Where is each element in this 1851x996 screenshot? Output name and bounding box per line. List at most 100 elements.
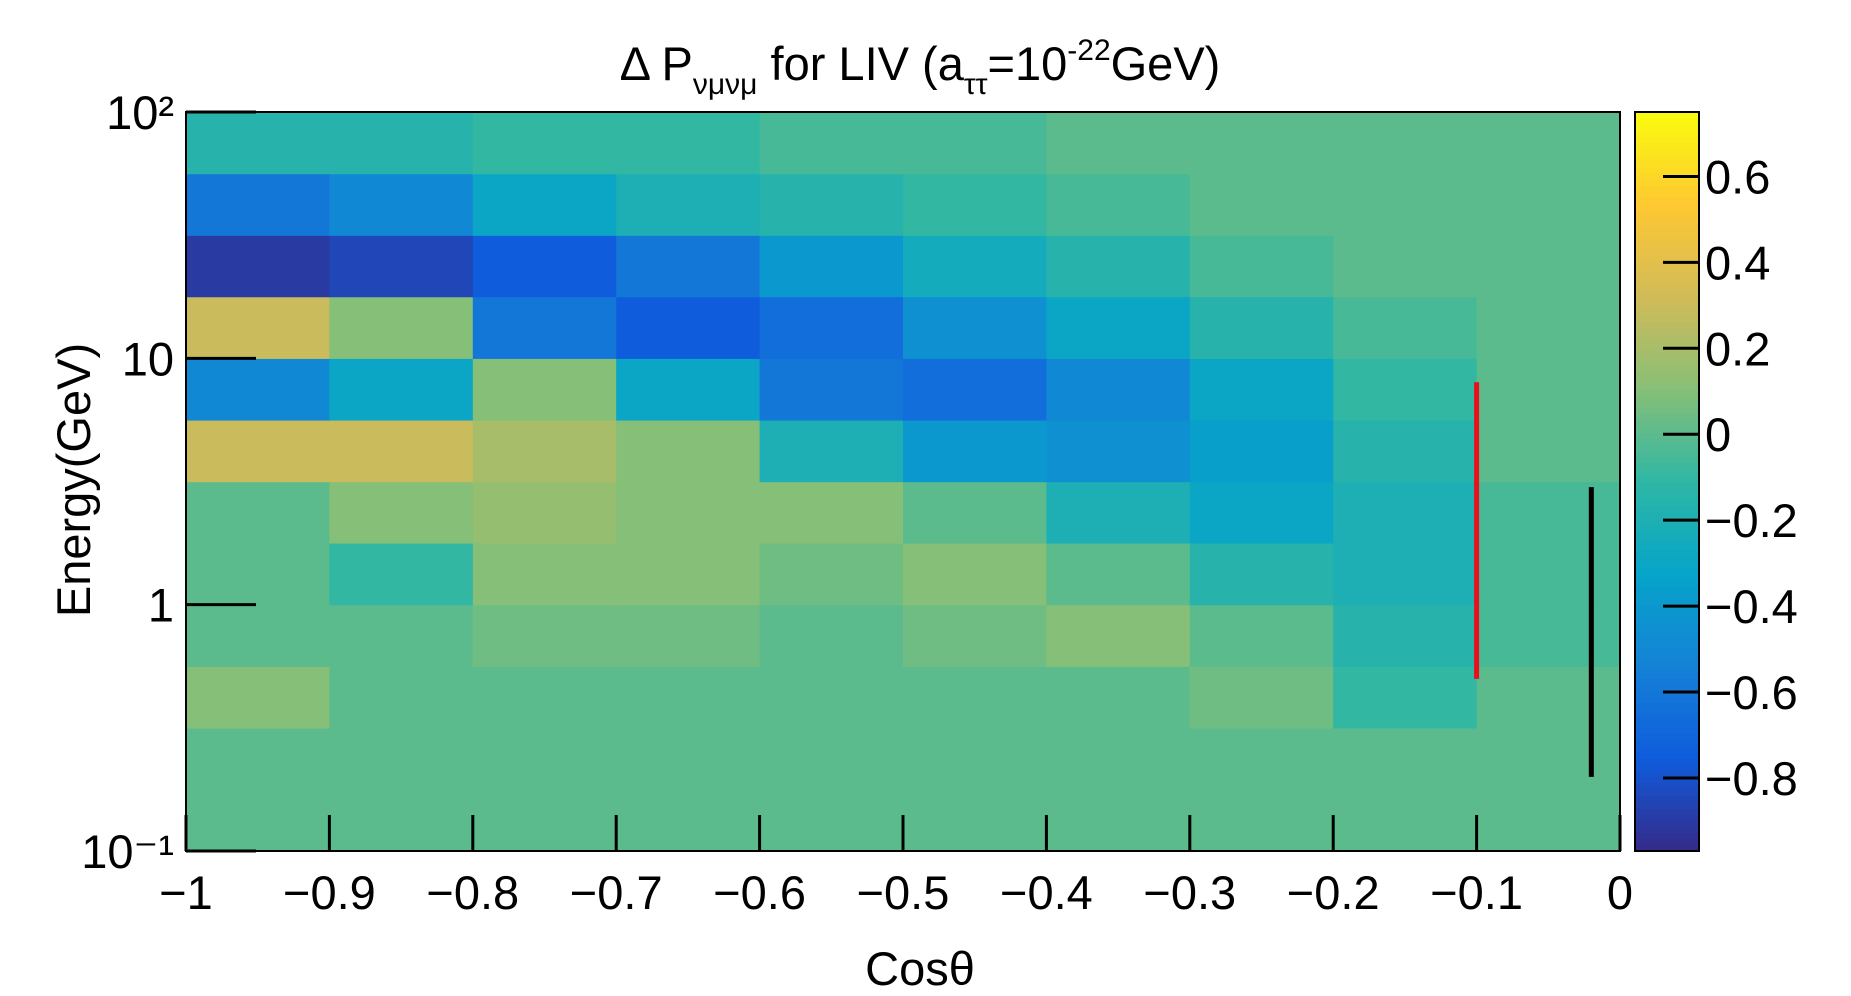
colorbar-segment xyxy=(1635,124,1699,132)
colorbar-segment xyxy=(1635,161,1699,169)
colorbar-segment xyxy=(1635,155,1699,162)
heatmap-cell xyxy=(1476,666,1621,729)
heatmap-cell xyxy=(1189,173,1334,236)
heatmap-cell xyxy=(1189,235,1334,298)
colorbar-segment xyxy=(1635,832,1699,840)
x-tick-label: 0 xyxy=(1607,866,1633,919)
heatmap-cell xyxy=(329,235,474,298)
colorbar-segment xyxy=(1635,678,1699,686)
heatmap-cell xyxy=(186,358,330,421)
heatmap-cell xyxy=(1333,481,1478,544)
colorbar-segment xyxy=(1635,296,1699,304)
x-tick-label: −0.2 xyxy=(1287,866,1380,919)
title-part: Δ P xyxy=(620,37,693,90)
heatmap-cell xyxy=(759,666,904,729)
colorbar-tick-label: −0.2 xyxy=(1705,494,1798,547)
title-part: -22 xyxy=(1067,34,1110,67)
heatmap-cell xyxy=(616,666,761,729)
title-part: νμνμ xyxy=(693,68,758,101)
heatmap-cell xyxy=(1189,604,1334,667)
colorbar-tick-label: −0.4 xyxy=(1705,580,1798,633)
colorbar-segment xyxy=(1635,235,1699,242)
colorbar-segment xyxy=(1635,506,1699,513)
heatmap-cell xyxy=(1333,296,1478,359)
heatmap-cell xyxy=(329,542,474,606)
colorbar-tick-label: 0.4 xyxy=(1705,236,1770,289)
colorbar-segment xyxy=(1635,253,1699,261)
heatmap-cell xyxy=(186,666,330,729)
heatmap-cell xyxy=(472,604,617,667)
x-tick-label: −0.7 xyxy=(570,866,663,919)
heatmap-cell xyxy=(1476,789,1621,852)
heatmap-cell xyxy=(472,296,617,359)
heatmap-cell xyxy=(1333,542,1478,606)
colorbar-segment xyxy=(1635,604,1699,612)
colorbar-segment xyxy=(1635,229,1699,236)
y-tick-label: 10² xyxy=(106,86,174,139)
colorbar-segment xyxy=(1635,672,1699,680)
colorbar-segment xyxy=(1635,499,1699,507)
heatmap-cell xyxy=(1046,358,1191,421)
heatmap-cell xyxy=(903,112,1047,175)
colorbar-segment xyxy=(1635,684,1699,692)
colorbar-segment xyxy=(1635,807,1699,815)
heatmap-cell xyxy=(329,666,474,729)
heatmap-cell xyxy=(472,727,617,790)
x-tick-label: −0.3 xyxy=(1143,866,1236,919)
colorbar-segment xyxy=(1635,616,1699,624)
colorbar-segment xyxy=(1635,290,1699,298)
heatmap-cell xyxy=(903,604,1047,667)
colorbar-segment xyxy=(1635,666,1699,674)
heatmap-cell xyxy=(1189,727,1334,790)
colorbar-segment xyxy=(1635,592,1699,600)
colorbar-segment xyxy=(1635,493,1699,501)
colorbar-segment xyxy=(1635,512,1699,520)
heatmap-cell xyxy=(1189,542,1334,606)
heatmap-cell xyxy=(1046,481,1191,544)
heatmap-cell xyxy=(1333,666,1478,729)
colorbar-frame xyxy=(1634,111,1700,852)
heatmap-cell xyxy=(759,112,904,175)
heatmap-cell xyxy=(903,358,1047,421)
colorbar-segment xyxy=(1635,192,1699,199)
colorbar-segment xyxy=(1635,752,1699,760)
colorbar-segment xyxy=(1635,635,1699,643)
heatmap-cell xyxy=(472,666,617,729)
colorbar-segment xyxy=(1635,844,1699,852)
heatmap-cell xyxy=(903,419,1047,483)
heatmap-cell xyxy=(759,789,904,852)
colorbar-segment xyxy=(1635,623,1699,630)
colorbar-segment xyxy=(1635,697,1699,704)
colorbar-segment xyxy=(1635,241,1699,249)
heatmap-cell xyxy=(759,727,904,790)
heatmap-cell xyxy=(1333,727,1478,790)
y-tick-label: 10 xyxy=(122,332,174,385)
colorbar-segment xyxy=(1635,118,1699,125)
colorbar-segment xyxy=(1635,376,1699,384)
heatmap-cell xyxy=(1333,173,1478,236)
heatmap-cell xyxy=(186,542,330,606)
x-tick-label: −0.5 xyxy=(857,866,950,919)
heatmap-cell xyxy=(1046,604,1191,667)
y-tick-label: 1 xyxy=(148,579,174,632)
heatmap-cell xyxy=(1046,235,1191,298)
heatmap-cell xyxy=(1189,296,1334,359)
heatmap-cell xyxy=(186,789,330,852)
colorbar-segment xyxy=(1635,543,1699,550)
colorbar-tick-label: −0.6 xyxy=(1705,666,1798,719)
colorbar-segment xyxy=(1635,389,1699,396)
x-tick-label: −0.8 xyxy=(426,866,519,919)
colorbar-segment xyxy=(1635,185,1699,193)
colorbar-segment xyxy=(1635,358,1699,366)
heatmap-cell xyxy=(759,296,904,359)
colorbar-segment xyxy=(1635,321,1699,329)
colorbar-segment xyxy=(1635,733,1699,741)
heatmap-cell xyxy=(903,789,1047,852)
colorbar-segment xyxy=(1635,333,1699,341)
heatmap-cell xyxy=(1476,296,1621,359)
heatmap-cell xyxy=(1046,542,1191,606)
colorbar-segment xyxy=(1635,370,1699,378)
heatmap-cell xyxy=(1333,358,1478,421)
heatmap-cell xyxy=(1046,173,1191,236)
x-tick-label: −0.9 xyxy=(283,866,376,919)
